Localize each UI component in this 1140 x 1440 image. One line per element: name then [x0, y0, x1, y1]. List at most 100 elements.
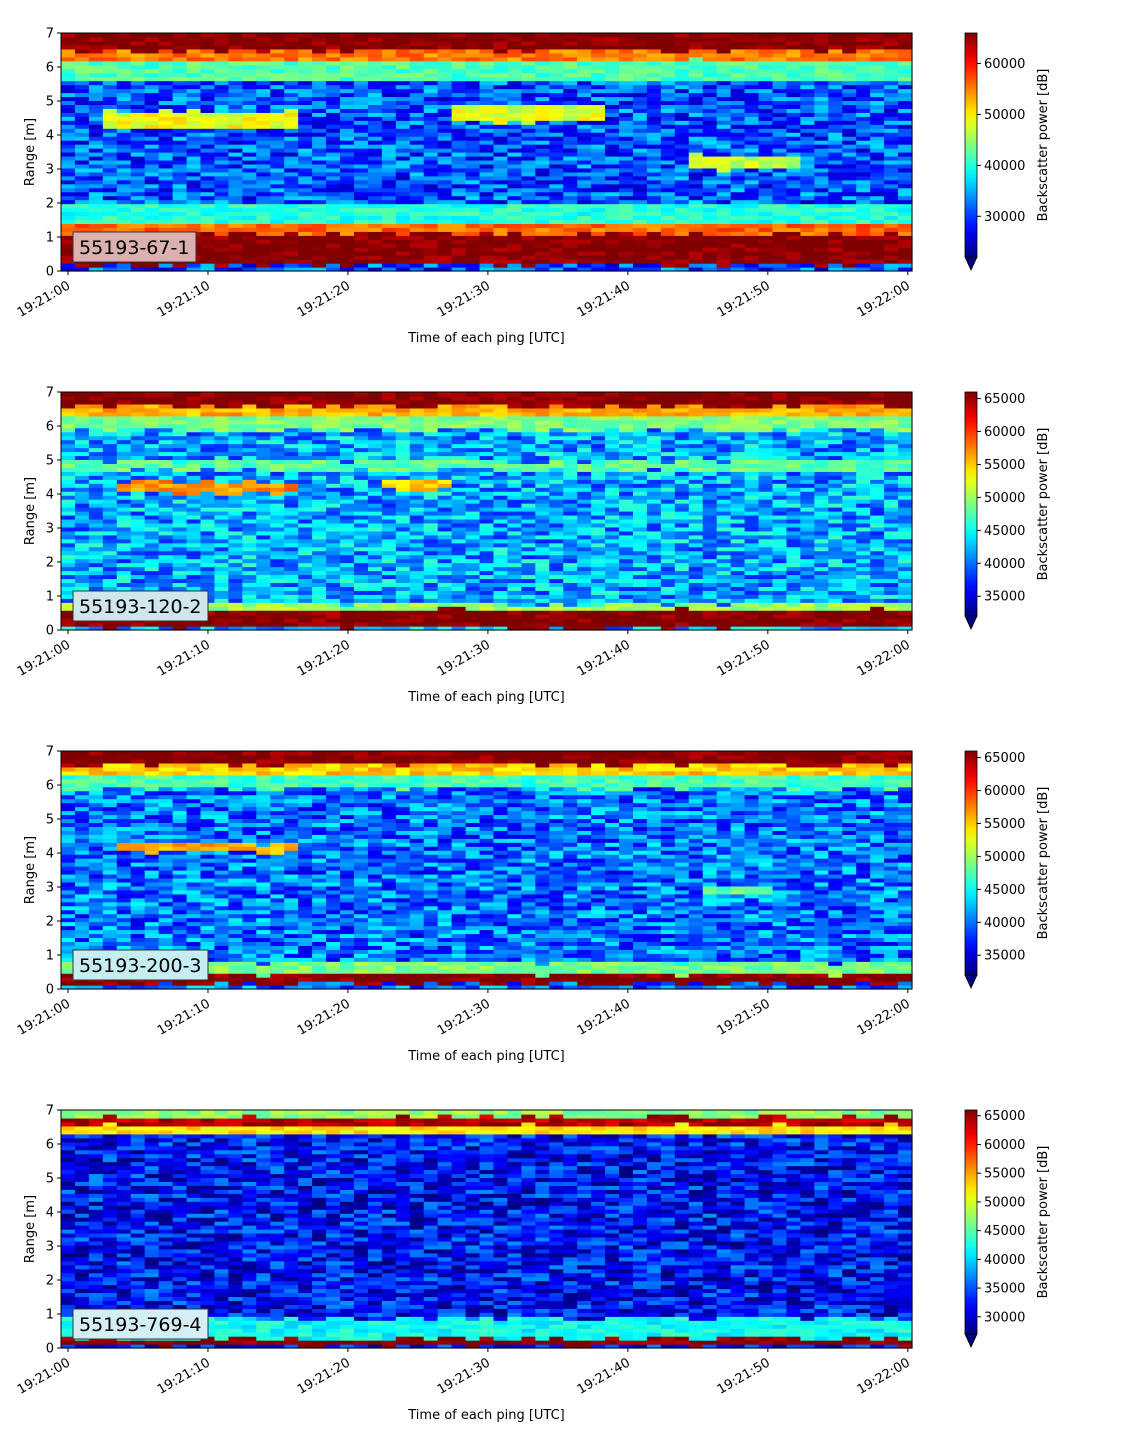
- heatmap-cell: [507, 255, 522, 260]
- heatmap-cell: [187, 392, 202, 397]
- heatmap-cell: [187, 475, 202, 480]
- heatmap-cell: [89, 148, 104, 153]
- heatmap-cell: [159, 136, 174, 141]
- heatmap-cell: [214, 89, 229, 94]
- heatmap-cell: [745, 184, 760, 189]
- heatmap-cell: [717, 57, 732, 62]
- heatmap-cell: [493, 219, 508, 224]
- heatmap-cell: [214, 53, 229, 58]
- heatmap-cell: [270, 200, 285, 205]
- heatmap-cell: [354, 69, 369, 74]
- heatmap-cell: [270, 116, 285, 121]
- heatmap-cell: [145, 519, 160, 524]
- heatmap-cell: [89, 219, 104, 224]
- heatmap-cell: [340, 96, 355, 101]
- heatmap-cell: [828, 259, 843, 264]
- heatmap-cell: [535, 235, 550, 240]
- heatmap-cell: [800, 196, 815, 201]
- heatmap-cell: [786, 212, 801, 217]
- heatmap-cell: [745, 100, 760, 105]
- y-tick-label: 0: [46, 265, 54, 280]
- heatmap-cell: [507, 235, 522, 240]
- heatmap-cell: [159, 73, 174, 78]
- heatmap-cell: [228, 132, 243, 137]
- heatmap-cell: [103, 96, 118, 101]
- heatmap-cell: [117, 69, 132, 74]
- heatmap-cell: [75, 499, 90, 504]
- heatmap-cell: [242, 148, 257, 153]
- heatmap-cell: [703, 239, 718, 244]
- heatmap-cell: [284, 124, 299, 129]
- heatmap-cell: [61, 140, 76, 145]
- heatmap-cell: [270, 567, 285, 572]
- heatmap-cell: [521, 93, 536, 98]
- heatmap-cell: [340, 259, 355, 264]
- heatmap-cell: [800, 112, 815, 117]
- heatmap-cell: [772, 152, 787, 157]
- heatmap-cell: [75, 547, 90, 552]
- heatmap-cell: [800, 184, 815, 189]
- heatmap-cell: [452, 235, 467, 240]
- heatmap-cell: [396, 235, 411, 240]
- heatmap-cell: [870, 81, 885, 86]
- heatmap-cell: [103, 104, 118, 109]
- heatmap-cell: [131, 152, 146, 157]
- heatmap-cell: [493, 140, 508, 145]
- heatmap-cell: [438, 96, 453, 101]
- heatmap-cell: [117, 89, 132, 94]
- heatmap-cell: [759, 212, 774, 217]
- heatmap-cell: [689, 184, 704, 189]
- heatmap-cell: [312, 85, 327, 90]
- heatmap-cell: [61, 396, 76, 401]
- heatmap-cell: [535, 65, 550, 70]
- heatmap-cell: [382, 152, 397, 157]
- heatmap-cell: [284, 104, 299, 109]
- heatmap-cell: [786, 192, 801, 197]
- heatmap-cell: [382, 65, 397, 70]
- heatmap-cell: [75, 223, 90, 228]
- heatmap-cell: [898, 93, 913, 98]
- heatmap-cell: [605, 144, 620, 149]
- heatmap-cell: [89, 507, 104, 512]
- heatmap-cell: [507, 45, 522, 50]
- heatmap-cell: [800, 208, 815, 213]
- heatmap-cell: [828, 156, 843, 161]
- heatmap-cell: [326, 491, 341, 496]
- heatmap-cell: [284, 208, 299, 213]
- heatmap-cell: [633, 45, 648, 50]
- heatmap-cell: [480, 148, 495, 153]
- heatmap-cell: [786, 219, 801, 224]
- heatmap-cell: [201, 57, 216, 62]
- heatmap-cell: [731, 53, 746, 58]
- heatmap-cell: [326, 96, 341, 101]
- heatmap-cell: [828, 144, 843, 149]
- heatmap-cell: [284, 432, 299, 437]
- heatmap-cell: [689, 148, 704, 153]
- heatmap-cell: [173, 578, 188, 583]
- heatmap-cell: [438, 247, 453, 252]
- heatmap-cell: [187, 37, 202, 42]
- heatmap-cell: [201, 160, 216, 165]
- heatmap-cell: [75, 523, 90, 528]
- heatmap-cell: [703, 219, 718, 224]
- heatmap-cell: [75, 578, 90, 583]
- heatmap-cell: [480, 196, 495, 201]
- heatmap-cell: [549, 156, 564, 161]
- heatmap-cell: [549, 65, 564, 70]
- heatmap-cell: [661, 89, 676, 94]
- heatmap-cell: [298, 104, 313, 109]
- heatmap-cell: [786, 204, 801, 209]
- heatmap-cell: [61, 578, 76, 583]
- heatmap-cell: [145, 124, 160, 129]
- heatmap-cell: [242, 467, 257, 472]
- heatmap-cell: [396, 180, 411, 185]
- heatmap-cell: [242, 89, 257, 94]
- heatmap-cell: [326, 120, 341, 125]
- heatmap-cell: [396, 116, 411, 121]
- heatmap-cell: [814, 73, 829, 78]
- heatmap-cell: [368, 192, 383, 197]
- heatmap-cell: [535, 251, 550, 256]
- heatmap-cell: [214, 408, 229, 413]
- heatmap-cell: [410, 49, 425, 54]
- heatmap-cell: [103, 144, 118, 149]
